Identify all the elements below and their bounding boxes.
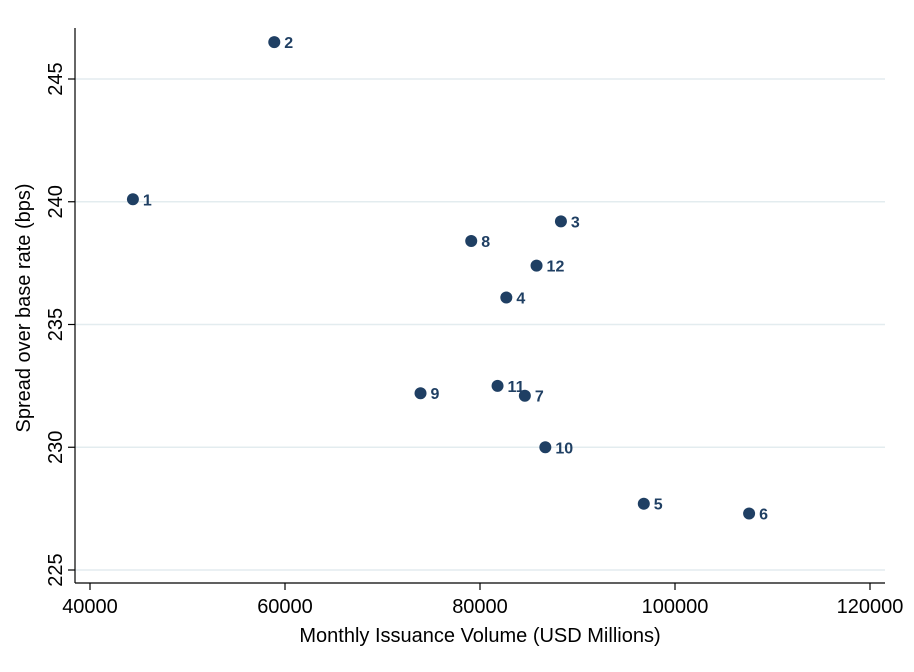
- x-tick-label: 120000: [837, 596, 904, 618]
- data-point: [465, 235, 478, 248]
- data-point-label: 10: [555, 440, 573, 457]
- x-axis-title: Monthly Issuance Volume (USD Millions): [299, 625, 660, 647]
- y-tick-label: 235: [45, 308, 67, 341]
- data-point-label: 1: [143, 192, 152, 209]
- data-point: [500, 291, 513, 304]
- data-point: [637, 497, 650, 510]
- data-point-label: 9: [431, 386, 440, 403]
- gridlines: [75, 78, 885, 571]
- data-point: [268, 36, 281, 49]
- data-point: [414, 387, 427, 400]
- y-axis-title: Spread over base rate (bps): [13, 183, 35, 432]
- y-tick-label: 240: [45, 185, 67, 218]
- y-tick-label: 230: [45, 431, 67, 464]
- x-tick-label: 100000: [642, 596, 709, 618]
- data-point-label: 7: [535, 389, 544, 406]
- data-point-label: 12: [547, 259, 565, 276]
- data-point: [530, 259, 543, 272]
- data-point: [126, 193, 139, 206]
- data-point-label: 3: [571, 214, 580, 231]
- data-point: [554, 215, 567, 228]
- data-point-label: 2: [284, 35, 293, 52]
- data-point-label: 4: [516, 290, 525, 307]
- data-point: [491, 379, 504, 392]
- data-point: [518, 389, 531, 402]
- data-point-label: 5: [654, 497, 663, 514]
- x-tick-label: 80000: [452, 596, 508, 618]
- data-point-label: 6: [759, 507, 768, 524]
- y-tick-label: 225: [45, 553, 67, 586]
- data-point: [743, 507, 756, 520]
- y-tick-label: 245: [45, 62, 67, 95]
- data-point-label: 8: [481, 234, 490, 251]
- data-point: [539, 441, 552, 454]
- x-tick-label: 60000: [257, 596, 313, 618]
- data-point-label: 11: [508, 379, 525, 396]
- x-tick-label: 40000: [62, 596, 118, 618]
